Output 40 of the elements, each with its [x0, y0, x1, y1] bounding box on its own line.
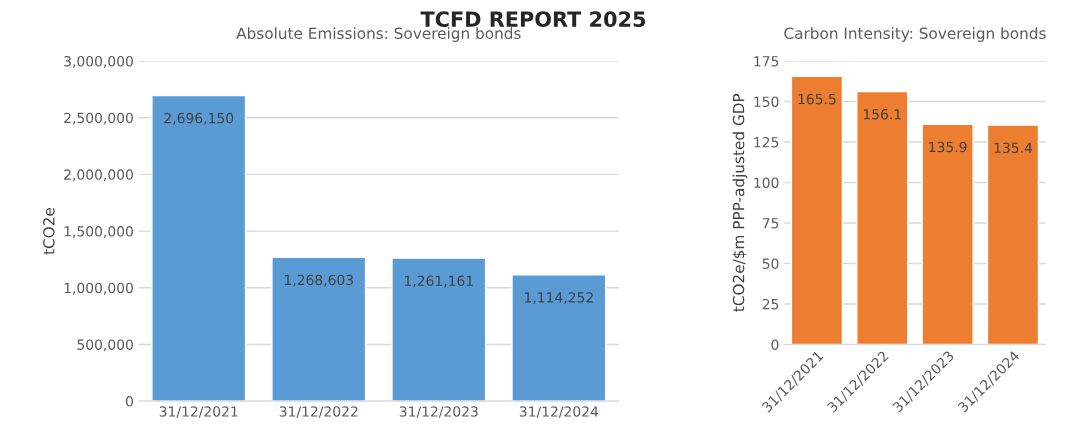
y-tick-label: 0 [771, 339, 779, 350]
y-tick-label: 175 [754, 56, 779, 67]
y-tick-label: 75 [762, 218, 779, 229]
y-tick-label: 2,000,000 [64, 169, 133, 182]
data-label: 135.9 [929, 141, 967, 153]
data-label: 135.4 [994, 142, 1033, 154]
y-tick-label: 0 [125, 396, 133, 407]
bar [511, 274, 607, 402]
chart-title: Carbon Intensity: Sovereign bonds [784, 27, 1046, 42]
text: 2,696,150 [164, 112, 234, 125]
y-axis-title: tCO2e [43, 207, 55, 255]
x-tick-label: 31/12/2024 [519, 406, 599, 418]
y-tick-label: 500,000 [77, 339, 133, 352]
text: 1,114,252 [525, 292, 593, 305]
text: 1,261,161 [404, 275, 473, 288]
x-tick-label: 31/12/2022 [279, 406, 358, 418]
bar [271, 256, 367, 402]
bar [391, 257, 487, 402]
y-axis-title: tCO2e/$m PPP-adjusted GDP [732, 93, 748, 312]
y-tick-label: 3,000,000 [64, 56, 133, 68]
y-tick-label: 1,000,000 [64, 282, 133, 295]
chart-title: Absolute Emissions: Sovereign bonds [236, 27, 521, 42]
y-tick-label: 2,500,000 [64, 112, 133, 125]
bar [790, 75, 844, 345]
data-label: 156.1 [863, 109, 901, 120]
bar [856, 90, 909, 345]
y-tick-label: 1,500,000 [64, 226, 133, 238]
y-tick-label: 150 [754, 96, 779, 107]
bar [986, 124, 1040, 345]
text: 1,268,603 [284, 274, 353, 287]
x-tick-label: 31/12/2021 [159, 406, 238, 418]
data-label: 165.5 [798, 93, 836, 105]
y-tick-label: 25 [762, 298, 779, 310]
y-tick-label: 125 [754, 136, 779, 148]
bar [151, 94, 247, 402]
y-tick-label: 100 [754, 177, 779, 188]
x-tick-label: 31/12/2023 [399, 406, 478, 418]
text: TCFD REPORT 2025 [420, 11, 646, 28]
y-tick-label: 50 [762, 258, 779, 269]
bar [921, 123, 974, 345]
